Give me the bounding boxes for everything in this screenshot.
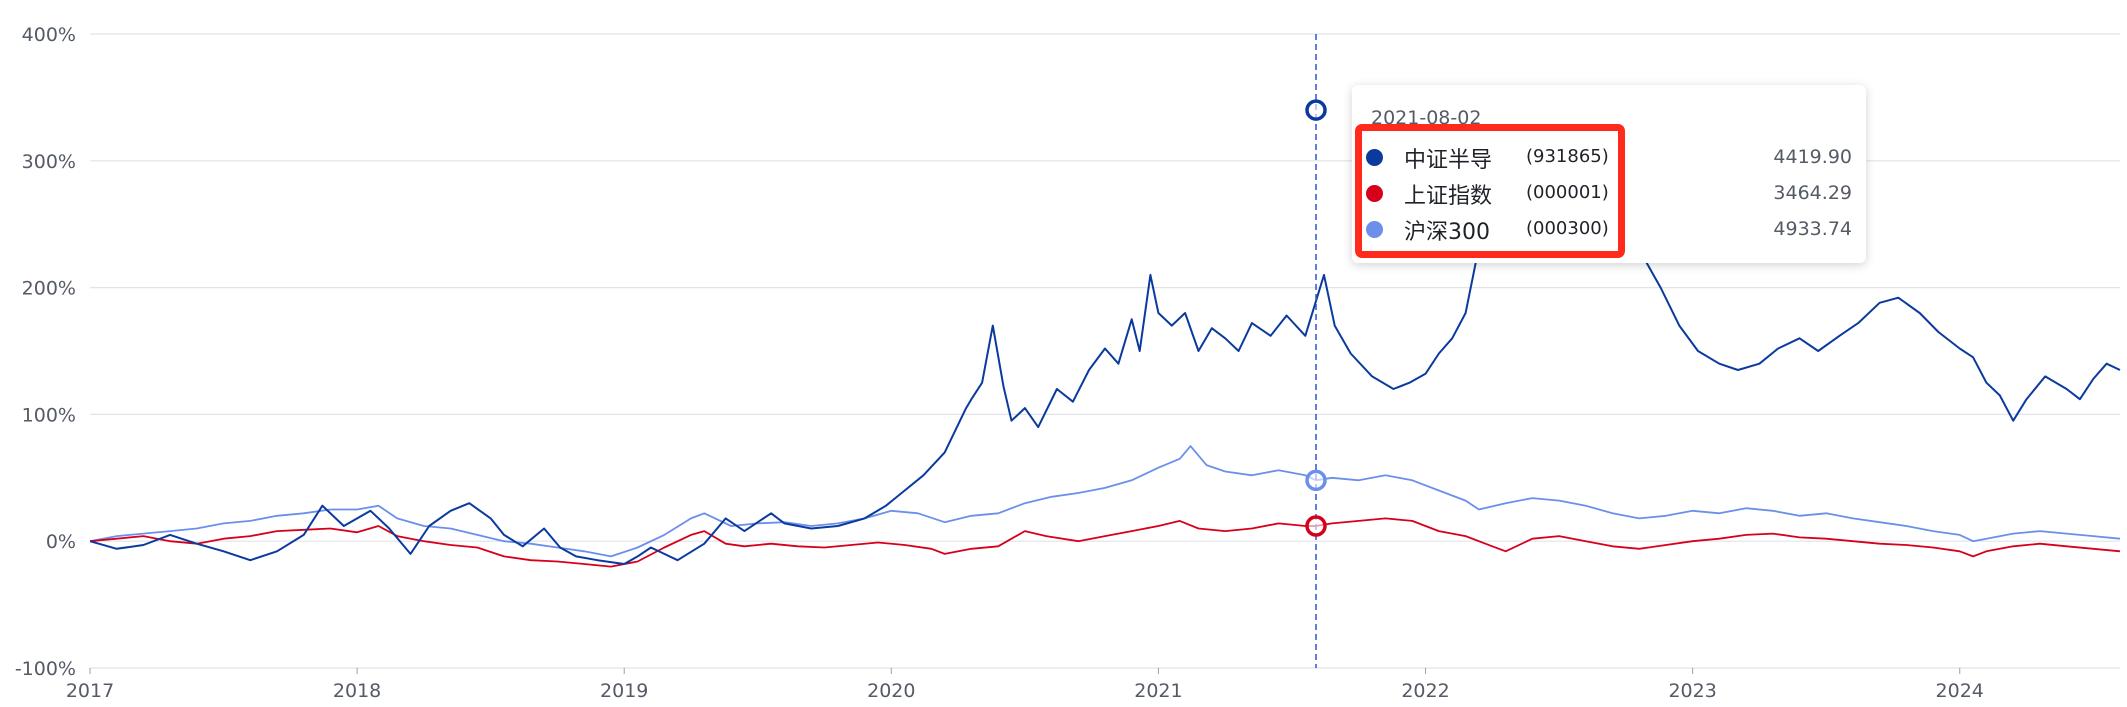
x-tick-label: 2024 bbox=[1936, 680, 1984, 702]
tooltip-row: 中证半导 (931865) 4419.90 bbox=[1366, 140, 1852, 176]
tooltip: 2021-08-02 中证半导 (931865) 4419.90 上证指数 (0… bbox=[1352, 85, 1866, 263]
series-lines bbox=[89, 106, 2121, 568]
y-tick-label: 200% bbox=[22, 278, 76, 300]
y-tick-label: 100% bbox=[22, 404, 76, 426]
y-tick-label: 0% bbox=[46, 531, 76, 553]
x-tick-label: 2022 bbox=[1401, 680, 1449, 702]
tooltip-row: 沪深300 (000300) 4933.74 bbox=[1366, 212, 1852, 248]
series-line-2 bbox=[89, 445, 2121, 558]
highlight-box bbox=[1355, 124, 1625, 258]
series-color-dot bbox=[1366, 185, 1383, 202]
y-tick-label: 400% bbox=[22, 24, 76, 46]
y-tick-label: 300% bbox=[22, 151, 76, 173]
series-value: 4933.74 bbox=[1773, 218, 1852, 240]
x-tick-label: 2018 bbox=[333, 680, 381, 702]
series-line-0 bbox=[89, 106, 2121, 565]
series-name: 上证指数 bbox=[1404, 184, 1493, 209]
y-axis: -100% 0% 100% 200% 300% 400% bbox=[15, 24, 76, 680]
x-tick-label: 2023 bbox=[1668, 680, 1716, 702]
tooltip-date: 2021-08-02 bbox=[1371, 107, 1482, 129]
x-tick-label: 2020 bbox=[867, 680, 915, 702]
x-tick-label: 2021 bbox=[1134, 680, 1182, 702]
series-name: 沪深300 bbox=[1404, 220, 1490, 245]
series-value: 4419.90 bbox=[1773, 146, 1852, 168]
hover-markers bbox=[1305, 99, 1327, 537]
series-code: (931865) bbox=[1526, 146, 1609, 167]
x-axis: 2017 2018 2019 2020 2021 2022 2023 2024 bbox=[66, 668, 1984, 702]
series-color-dot bbox=[1366, 221, 1383, 238]
hover-marker bbox=[1305, 515, 1327, 537]
x-tick-label: 2019 bbox=[600, 680, 648, 702]
hover-marker bbox=[1305, 99, 1327, 121]
series-value: 3464.29 bbox=[1773, 182, 1852, 204]
series-code: (000001) bbox=[1526, 182, 1609, 203]
series-code: (000300) bbox=[1526, 218, 1609, 239]
tooltip-row: 上证指数 (000001) 3464.29 bbox=[1366, 176, 1852, 212]
series-name: 中证半导 bbox=[1404, 148, 1493, 173]
y-tick-label: -100% bbox=[15, 658, 76, 680]
x-tick-label: 2017 bbox=[66, 680, 114, 702]
series-color-dot bbox=[1366, 149, 1383, 166]
hover-marker bbox=[1305, 469, 1327, 492]
series-line-1 bbox=[89, 517, 2121, 568]
